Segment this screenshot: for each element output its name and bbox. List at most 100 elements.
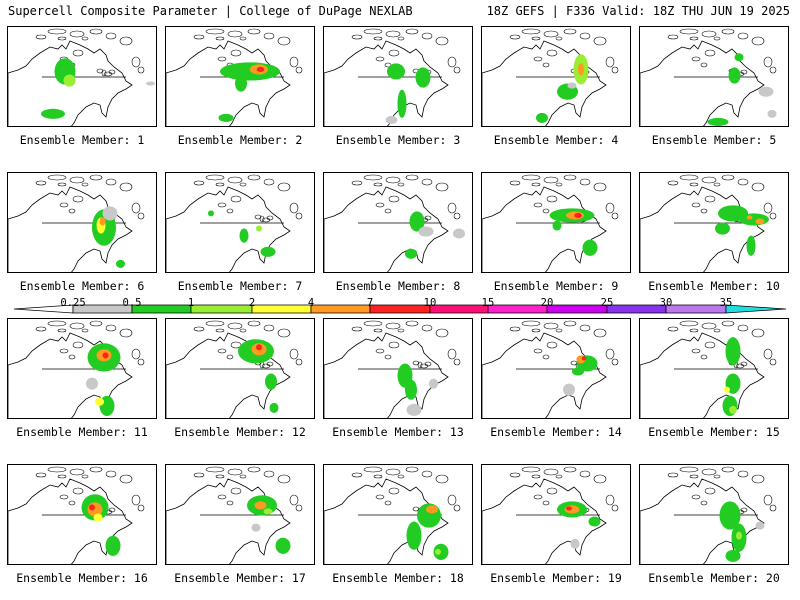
arctic-island bbox=[295, 504, 303, 512]
arctic-island bbox=[447, 202, 457, 214]
scp-contour bbox=[89, 504, 95, 511]
arctic-island bbox=[193, 326, 205, 332]
lake bbox=[740, 361, 748, 367]
arctic-island bbox=[453, 66, 461, 74]
lake bbox=[546, 341, 558, 349]
scp-contour bbox=[256, 66, 265, 72]
ensemble-member-label: Ensemble Member: 6 bbox=[19, 279, 145, 293]
arctic-island bbox=[605, 348, 615, 360]
coastline bbox=[640, 478, 765, 564]
arctic-island bbox=[69, 176, 85, 184]
lake bbox=[691, 348, 701, 354]
arctic-island bbox=[289, 56, 299, 68]
arctic-island bbox=[713, 328, 721, 333]
ensemble-member-label: Ensemble Member: 4 bbox=[493, 133, 619, 147]
arctic-island bbox=[137, 66, 145, 74]
arctic-island bbox=[509, 180, 521, 186]
ensemble-panel: Ensemble Member: 14 bbox=[481, 318, 631, 444]
ensemble-member-label: Ensemble Member: 19 bbox=[490, 571, 622, 585]
lake bbox=[375, 202, 385, 208]
arctic-island bbox=[543, 176, 559, 184]
scp-contour bbox=[102, 352, 109, 359]
arctic-island bbox=[689, 182, 699, 187]
arctic-island bbox=[453, 504, 461, 512]
lake bbox=[388, 341, 400, 349]
arctic-island bbox=[721, 320, 735, 327]
scp-contour bbox=[269, 402, 279, 413]
ensemble-panel: Ensemble Member: 17 bbox=[165, 464, 315, 590]
colorbar-tick-label: 2 bbox=[248, 297, 256, 309]
arctic-island bbox=[47, 320, 67, 327]
arctic-island bbox=[579, 178, 591, 186]
arctic-island bbox=[247, 320, 261, 327]
colorbar-swatch bbox=[251, 304, 312, 314]
scp-contour bbox=[536, 112, 548, 123]
arctic-island bbox=[555, 474, 563, 479]
arctic-island bbox=[689, 328, 699, 333]
scp-contour bbox=[725, 549, 741, 562]
arctic-island bbox=[667, 326, 679, 332]
ensemble-member-label: Ensemble Member: 7 bbox=[177, 279, 303, 293]
lake bbox=[254, 214, 262, 220]
ensemble-panel: Ensemble Member: 9 bbox=[481, 172, 631, 298]
scp-contour bbox=[581, 356, 587, 361]
arctic-island bbox=[605, 202, 615, 214]
ensemble-panel: Ensemble Member: 13 bbox=[323, 318, 473, 444]
lake bbox=[68, 354, 76, 360]
lake bbox=[424, 361, 432, 367]
lake bbox=[412, 360, 420, 366]
arctic-island bbox=[563, 320, 577, 327]
arctic-island bbox=[605, 494, 615, 506]
lake bbox=[704, 341, 716, 349]
arctic-island bbox=[405, 174, 419, 181]
scp-contour bbox=[415, 67, 431, 88]
colorbar-swatch bbox=[665, 304, 727, 314]
arctic-island bbox=[579, 32, 591, 40]
arctic-island bbox=[521, 320, 541, 327]
arctic-island bbox=[289, 348, 299, 360]
lake bbox=[68, 208, 76, 214]
arctic-island bbox=[751, 36, 765, 46]
colorbar-swatch bbox=[369, 304, 431, 314]
lake bbox=[226, 208, 234, 214]
arctic-island bbox=[521, 28, 541, 35]
scp-contour bbox=[95, 397, 104, 406]
ensemble-panel: Ensemble Member: 4 bbox=[481, 26, 631, 152]
arctic-island bbox=[363, 28, 383, 35]
ensemble-member-label: Ensemble Member: 2 bbox=[177, 133, 303, 147]
coastline bbox=[482, 40, 607, 126]
scp-contour bbox=[208, 210, 214, 217]
scp-contour bbox=[435, 548, 441, 555]
scp-contour bbox=[105, 535, 121, 556]
scp-contour bbox=[409, 211, 425, 232]
ensemble-map bbox=[481, 464, 631, 565]
ensemble-map bbox=[323, 464, 473, 565]
scp-contour bbox=[93, 513, 103, 522]
arctic-island bbox=[701, 468, 717, 476]
arctic-island bbox=[105, 32, 117, 40]
arctic-island bbox=[397, 474, 405, 479]
lake bbox=[700, 500, 708, 506]
scp-contour bbox=[719, 501, 741, 530]
arctic-island bbox=[679, 466, 699, 473]
ensemble-map bbox=[7, 172, 157, 273]
arctic-island bbox=[605, 56, 615, 68]
arctic-island bbox=[751, 474, 765, 484]
lake bbox=[542, 208, 550, 214]
arctic-island bbox=[593, 328, 607, 338]
arctic-island bbox=[593, 36, 607, 46]
scp-contour bbox=[86, 377, 98, 390]
scp-contour bbox=[256, 225, 262, 232]
colorbar-swatch bbox=[546, 304, 608, 314]
ensemble-map bbox=[7, 464, 157, 565]
arctic-island bbox=[263, 32, 275, 40]
arctic-island bbox=[295, 212, 303, 220]
scp-contour bbox=[739, 213, 769, 226]
scp-contour bbox=[567, 82, 577, 89]
arctic-island bbox=[81, 474, 89, 479]
arctic-island bbox=[193, 34, 205, 40]
lake bbox=[533, 56, 543, 62]
scp-contour bbox=[728, 67, 741, 84]
scp-contour bbox=[63, 74, 76, 87]
coastline bbox=[324, 332, 449, 418]
